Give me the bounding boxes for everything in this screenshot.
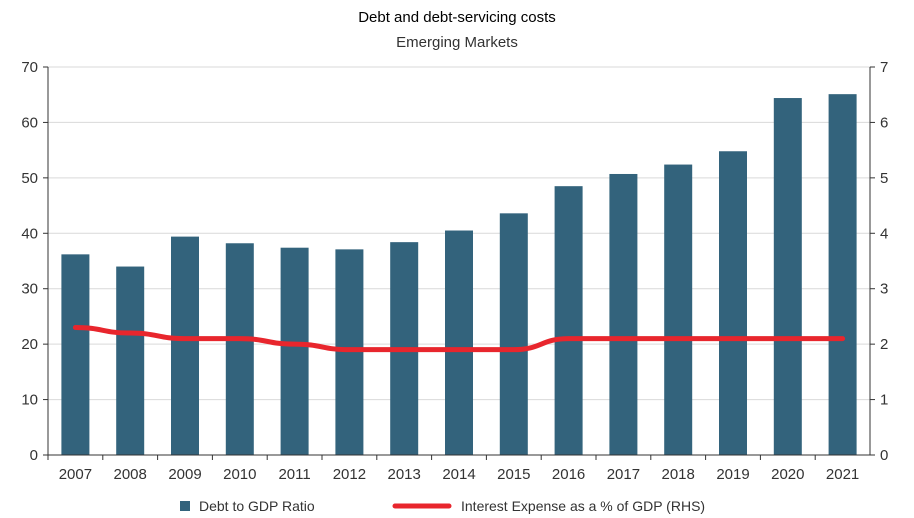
right-tick-label: 7 <box>880 59 888 76</box>
bar-2007 <box>61 254 90 455</box>
x-tick-label: 2021 <box>826 466 859 483</box>
right-tick-label: 2 <box>880 336 888 353</box>
bar-2020 <box>773 98 802 455</box>
bar-2014 <box>445 230 473 455</box>
bar-2015 <box>499 213 528 455</box>
axes: 0 10 20 30 40 50 60 70 0 1 2 3 4 5 6 7 2007 2008 2009 2010 2… <box>21 59 888 483</box>
x-tick-label: 2008 <box>114 466 147 483</box>
legend: Debt to GDP Ratio Interest Expense as a … <box>180 498 705 514</box>
x-tick-label: 2017 <box>607 466 640 483</box>
x-tick-label: 2016 <box>552 466 585 483</box>
bar-2010 <box>225 243 254 455</box>
bar-2018 <box>664 164 693 455</box>
x-tick-label: 2018 <box>662 466 695 483</box>
bar-2017 <box>609 173 638 455</box>
left-tick-label: 30 <box>21 281 38 298</box>
right-tick-label: 0 <box>880 447 888 464</box>
x-tick-label: 2014 <box>442 466 475 483</box>
right-tick-label: 3 <box>880 281 888 298</box>
left-tick-label: 60 <box>21 114 38 131</box>
legend-label-debt: Debt to GDP Ratio <box>199 498 315 514</box>
bar-2008 <box>116 266 145 455</box>
x-tick-label: 2013 <box>388 466 421 483</box>
chart-title: Debt and debt-servicing costs <box>358 9 556 26</box>
interest-expense-line <box>72 325 846 353</box>
x-tick-label: 2012 <box>333 466 366 483</box>
left-tick-label: 10 <box>21 392 38 409</box>
x-tick-label: 2009 <box>168 466 201 483</box>
x-tick-label: 2007 <box>59 466 92 483</box>
left-tick-label: 40 <box>21 225 38 242</box>
bar-2016 <box>554 186 583 455</box>
left-tick-label: 50 <box>21 170 38 187</box>
bar-2019 <box>719 151 747 455</box>
right-tick-label: 4 <box>880 225 888 242</box>
left-tick-label: 70 <box>21 59 38 76</box>
line-series <box>72 325 846 353</box>
x-tick-label: 2010 <box>223 466 256 483</box>
x-tick-label: 2019 <box>716 466 749 483</box>
right-tick-label: 1 <box>880 392 888 409</box>
bar-2011 <box>280 247 309 455</box>
left-tick-label: 0 <box>30 447 38 464</box>
x-tick-label: 2015 <box>497 466 530 483</box>
bar-series <box>61 94 857 455</box>
legend-swatch-debt <box>180 501 190 511</box>
left-tick-label: 20 <box>21 336 38 353</box>
bar-2009 <box>171 236 199 455</box>
right-tick-label: 6 <box>880 114 888 131</box>
right-tick-label: 5 <box>880 170 888 187</box>
x-tick-label: 2020 <box>771 466 804 483</box>
bar-2021 <box>828 94 857 455</box>
legend-label-interest: Interest Expense as a % of GDP (RHS) <box>461 498 705 514</box>
x-tick-label: 2011 <box>278 466 310 483</box>
chart-subtitle: Emerging Markets <box>396 34 518 51</box>
